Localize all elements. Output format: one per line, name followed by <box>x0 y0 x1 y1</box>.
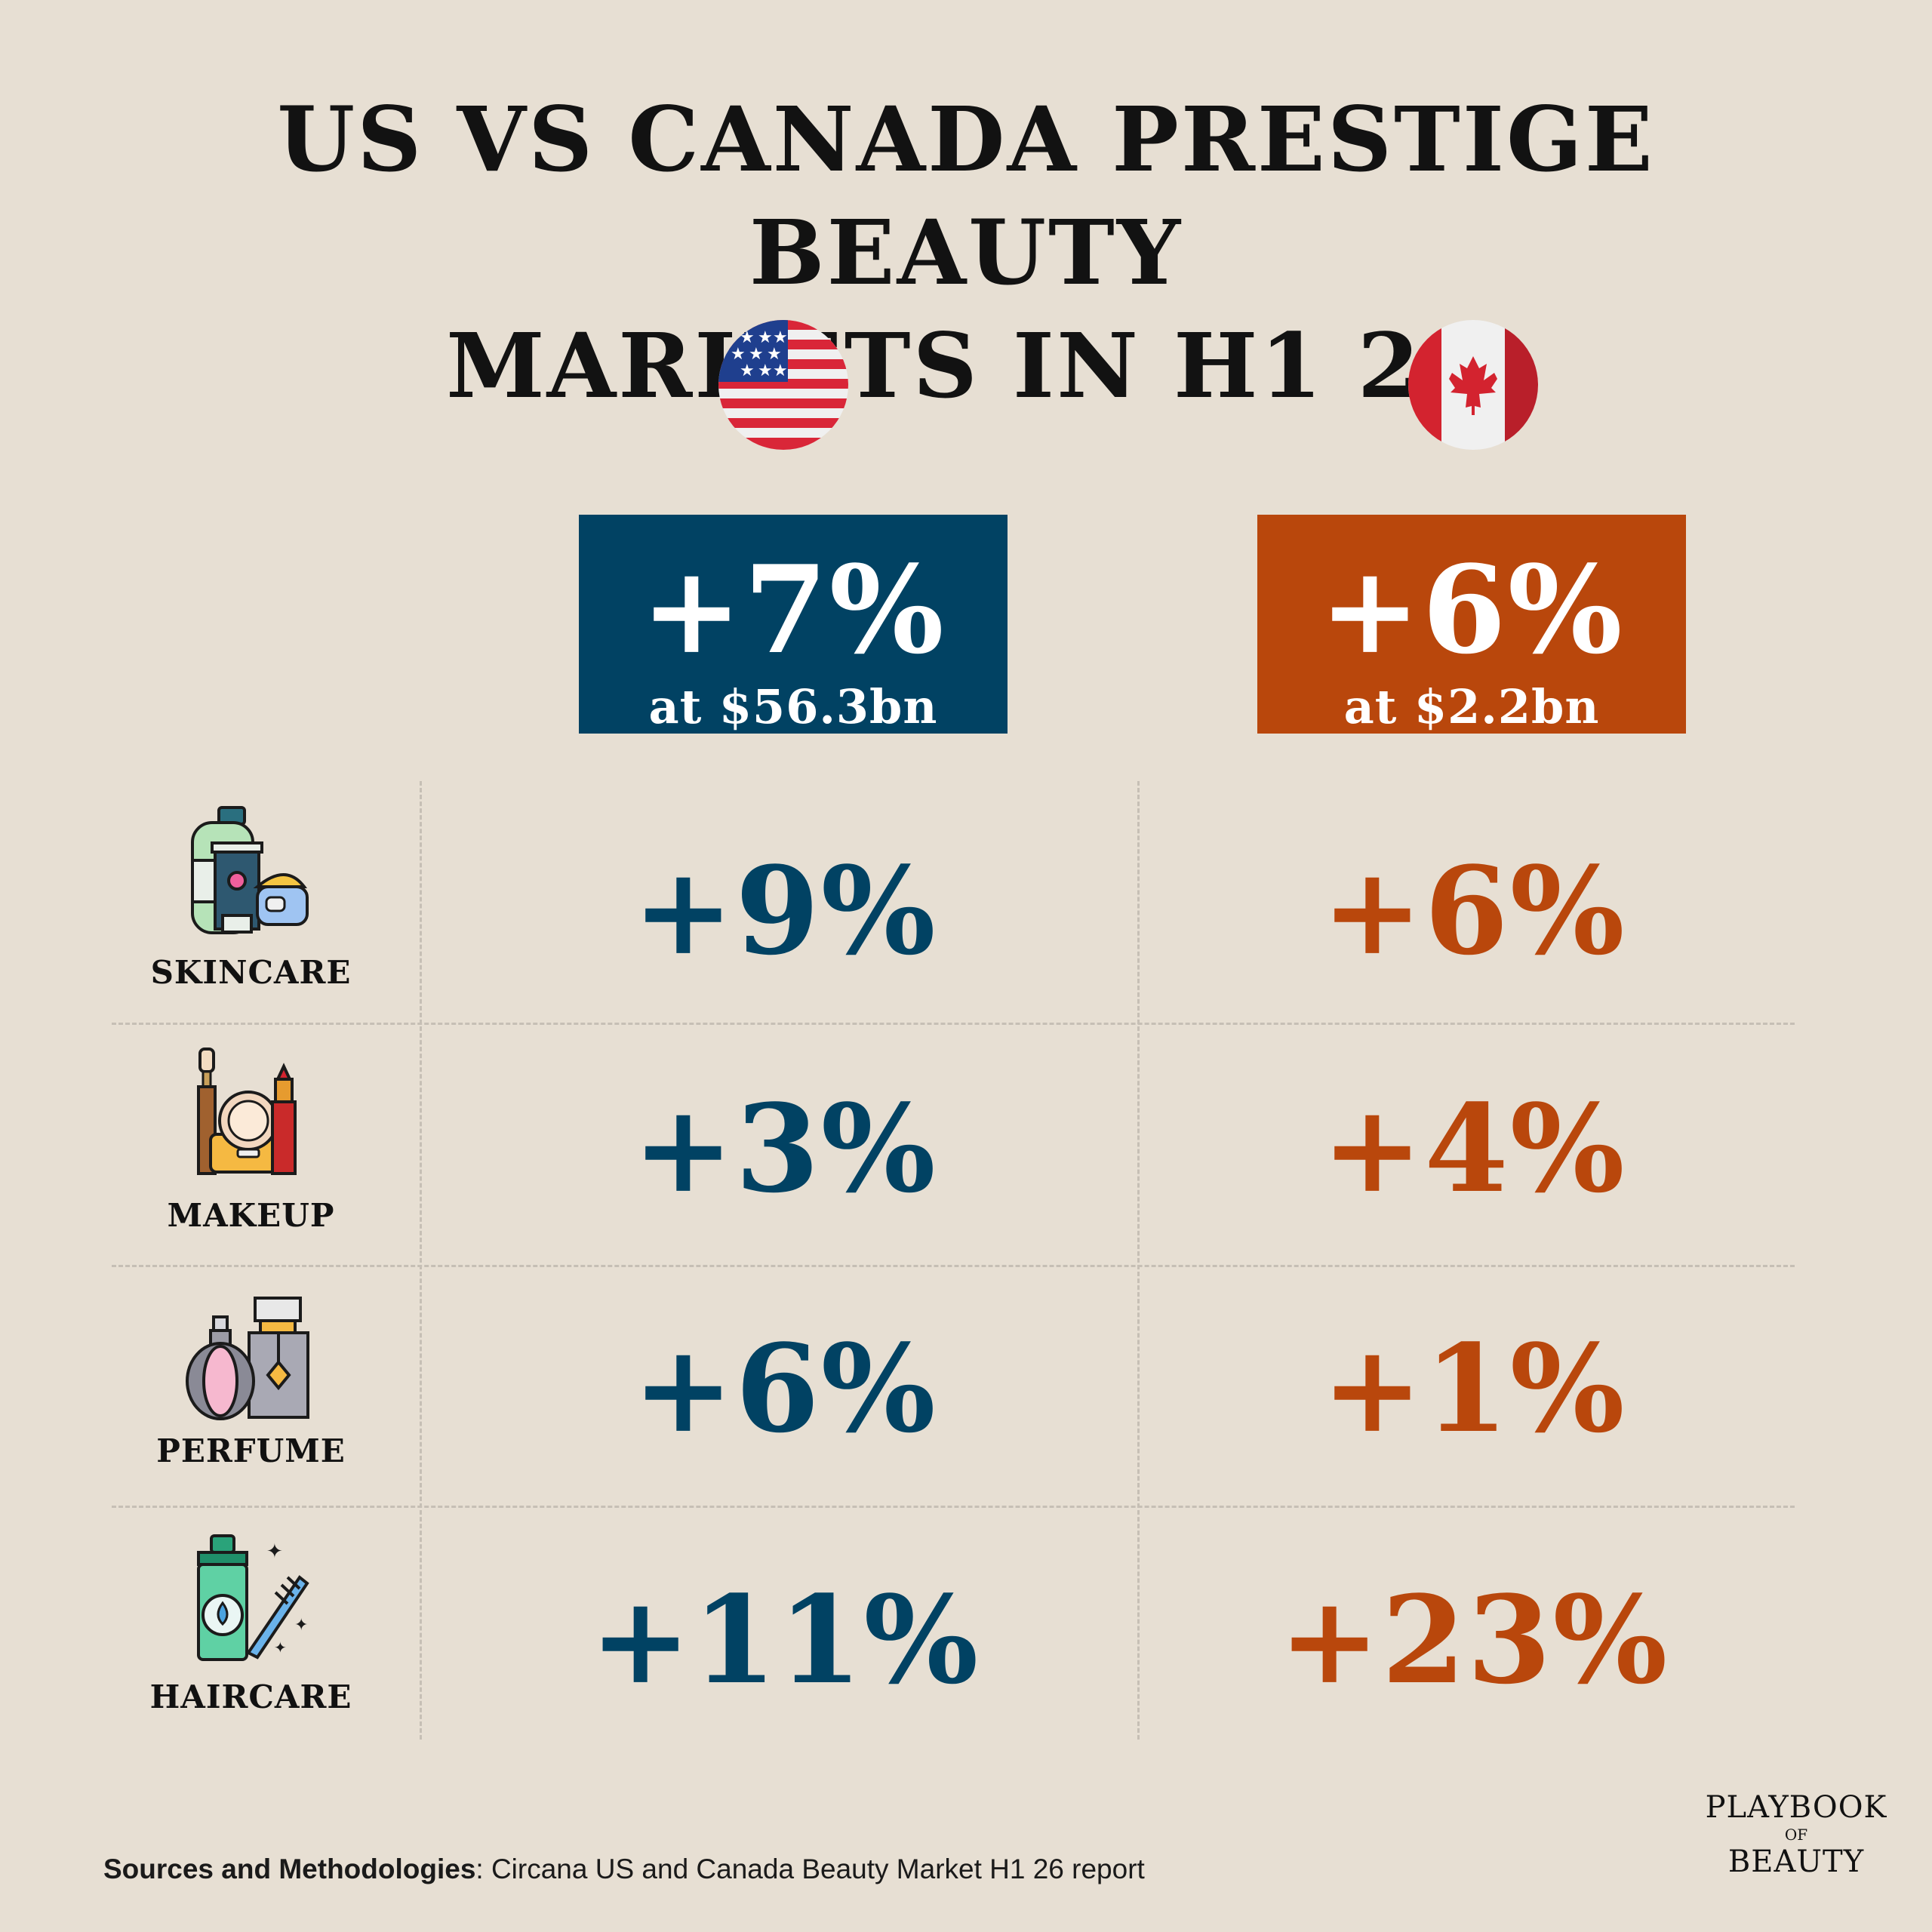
sources-footnote: Sources and Methodologies: Circana US an… <box>103 1853 1145 1886</box>
category-label-perfume: PERFUME <box>156 1432 346 1469</box>
us-total-amount: at $56.3bn <box>648 679 938 734</box>
canada-total-growth: +6% <box>1319 539 1624 681</box>
svg-text:★: ★ <box>758 328 773 347</box>
sources-text: : Circana US and Canada Beauty Market H1… <box>475 1854 1145 1884</box>
row-divider-2 <box>112 1265 1795 1267</box>
canada-value-skincare: +6% <box>1321 840 1626 982</box>
haircare-icon: ✦ ✦ ✦ <box>185 1532 317 1664</box>
title-line-1: US VS CANADA PRESTIGE BEAUTY <box>277 87 1655 305</box>
svg-text:★: ★ <box>767 345 782 364</box>
canada-value-haircare: +23% <box>1278 1569 1669 1711</box>
category-label-makeup: MAKEUP <box>167 1197 335 1234</box>
column-divider-right <box>1137 781 1140 1740</box>
canada-flag-icon <box>1408 320 1538 450</box>
us-value-haircare: +11% <box>589 1569 980 1711</box>
perfume-icon <box>185 1291 317 1423</box>
svg-text:✦: ✦ <box>266 1540 283 1563</box>
logo-line-3: BEAUTY <box>1727 1844 1865 1879</box>
logo-line-1: PLAYBOOK <box>1705 1790 1887 1825</box>
svg-text:✦: ✦ <box>294 1616 308 1635</box>
brand-logo: PLAYBOOK OF BEAUTY <box>1690 1790 1902 1879</box>
column-divider-left <box>420 781 422 1740</box>
sources-label: Sources and Methodologies <box>103 1854 476 1884</box>
us-value-perfume: +6% <box>632 1318 937 1460</box>
title-line-2: MARKETS IN H1 26 <box>446 313 1486 418</box>
svg-text:★: ★ <box>740 361 755 380</box>
us-value-makeup: +3% <box>632 1078 937 1220</box>
skincare-icon <box>185 804 317 936</box>
category-label-skincare: SKINCARE <box>150 954 352 991</box>
us-total-growth: +7% <box>641 539 946 681</box>
svg-text:★: ★ <box>758 361 773 380</box>
category-label-haircare: HAIRCARE <box>149 1678 352 1715</box>
us-total-box: +7% at $56.3bn <box>579 515 1008 734</box>
svg-text:★: ★ <box>773 361 788 380</box>
us-flag-icon: ★ ★ ★ ★ ★ ★ ★ ★ ★ <box>718 320 848 450</box>
logo-line-2: OF <box>1784 1826 1808 1844</box>
row-divider-3 <box>112 1506 1795 1508</box>
canada-value-perfume: +1% <box>1321 1318 1626 1460</box>
svg-text:★: ★ <box>773 328 788 347</box>
row-divider-1 <box>112 1023 1795 1025</box>
canada-total-amount: at $2.2bn <box>1343 679 1600 734</box>
svg-text:★: ★ <box>731 345 746 364</box>
us-value-skincare: +9% <box>632 840 937 982</box>
makeup-icon <box>185 1045 317 1177</box>
canada-value-makeup: +4% <box>1321 1078 1626 1220</box>
page-title: US VS CANADA PRESTIGE BEAUTY MARKETS IN … <box>98 83 1834 423</box>
canada-total-box: +6% at $2.2bn <box>1257 515 1686 734</box>
svg-text:✦: ✦ <box>274 1638 287 1657</box>
svg-text:★: ★ <box>749 345 764 364</box>
